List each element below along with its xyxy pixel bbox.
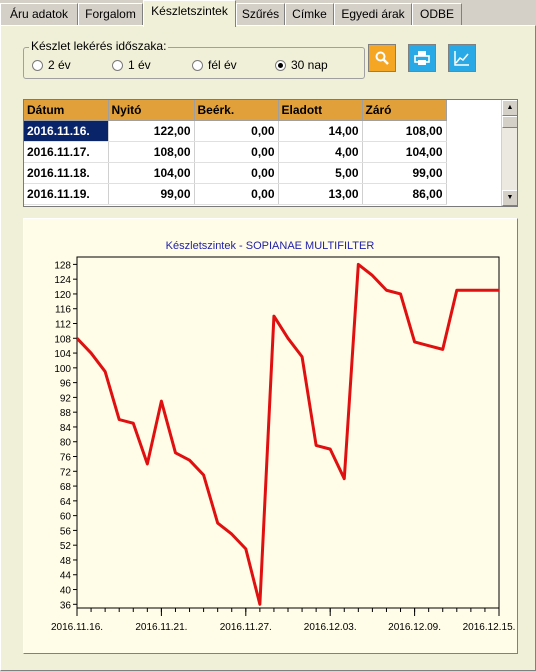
y-tick-label: 56	[60, 526, 72, 537]
scroll-down-arrow-icon[interactable]: ▼	[502, 190, 517, 206]
tab-egyedi-arak[interactable]: Egyedi árak	[334, 3, 412, 25]
radio-label: 2 év	[48, 58, 71, 72]
y-tick-label: 100	[54, 364, 71, 375]
tab-odbe[interactable]: ODBE	[412, 3, 462, 25]
table-cell[interactable]: 0,00	[194, 162, 279, 184]
radio-circle-selected[interactable]	[275, 59, 286, 71]
y-tick-label: 64	[60, 497, 72, 508]
table-cell[interactable]: 2016.11.18.	[24, 162, 109, 184]
period-group	[23, 47, 365, 79]
tab-szures[interactable]: Szűrés	[236, 3, 285, 25]
column-header-nyito[interactable]: Nyitó	[108, 100, 195, 121]
y-tick-label: 112	[55, 320, 71, 331]
print-button[interactable]	[408, 44, 436, 72]
y-tick-label: 116	[55, 305, 71, 316]
stock-chart-panel: Készletszintek - SOPIANAE MULTIFILTER 36…	[23, 218, 518, 654]
y-tick-label: 80	[60, 438, 72, 449]
radio-circle[interactable]	[112, 59, 123, 71]
table-cell[interactable]: 99,00	[108, 183, 195, 205]
table-cell[interactable]: 86,00	[362, 183, 447, 205]
column-header-datum[interactable]: Dátum	[24, 100, 109, 121]
table-cell[interactable]: 0,00	[194, 183, 279, 205]
table-cell[interactable]: 122,00	[108, 120, 195, 142]
table-cell[interactable]: 99,00	[362, 162, 447, 184]
tab-cimke[interactable]: Címke	[285, 3, 334, 25]
y-tick-label: 108	[54, 334, 71, 345]
table-cell[interactable]: 104,00	[108, 162, 195, 184]
table-cell[interactable]: 2016.11.17.	[24, 141, 109, 163]
plot-area	[76, 256, 500, 609]
x-tick-label: 2016.12.15.	[463, 622, 516, 633]
y-tick-label: 84	[60, 423, 72, 434]
table-row[interactable]: 2016.11.18. 104,00 0,00 5,00 99,00	[24, 162, 447, 184]
y-tick-label: 68	[60, 482, 72, 493]
tab-forgalom[interactable]: Forgalom	[78, 3, 143, 25]
y-tick-label: 88	[60, 408, 72, 419]
search-button[interactable]	[368, 44, 396, 72]
y-tick-label: 72	[60, 467, 72, 478]
x-tick-label: 2016.12.03.	[304, 622, 357, 633]
table-cell[interactable]: 2016.11.16.	[24, 120, 109, 142]
stock-chart: Készletszintek - SOPIANAE MULTIFILTER 36…	[51, 240, 516, 633]
stock-table-body: Dátum Nyitó Beérk. Eladott Záró 2016.11.…	[24, 100, 447, 205]
y-tick-label: 76	[60, 453, 72, 464]
radio-fel-ev[interactable]: fél év	[192, 57, 237, 73]
table-cell[interactable]: 4,00	[278, 141, 363, 163]
x-tick-label: 2016.11.21.	[135, 622, 187, 633]
table-cell[interactable]: 0,00	[194, 120, 279, 142]
y-tick-label: 124	[54, 275, 71, 286]
scroll-thumb[interactable]	[502, 116, 517, 128]
print-icon	[414, 51, 430, 65]
y-tick-label: 128	[54, 260, 71, 271]
x-tick-label: 2016.11.27.	[220, 622, 272, 633]
y-tick-label: 104	[54, 349, 71, 360]
radio-circle[interactable]	[192, 59, 203, 71]
period-group-title: Készlet lekérés időszaka:	[29, 39, 169, 53]
table-cell[interactable]: 2016.11.19.	[24, 183, 109, 205]
y-tick-label: 60	[60, 512, 72, 523]
table-cell[interactable]: 108,00	[362, 120, 447, 142]
stock-table: Dátum Nyitó Beérk. Eladott Záró 2016.11.…	[23, 99, 518, 207]
x-tick-label: 2016.11.16.	[51, 622, 103, 633]
radio-label: 30 nap	[291, 58, 328, 72]
chart-title: Készletszintek - SOPIANAE MULTIFILTER	[166, 240, 375, 252]
column-header-beerk[interactable]: Beérk.	[194, 100, 279, 121]
y-tick-label: 92	[60, 393, 72, 404]
chart-icon	[454, 51, 469, 66]
radio-2-ev[interactable]: 2 év	[32, 57, 71, 73]
chart-button[interactable]	[448, 44, 476, 72]
column-header-eladott[interactable]: Eladott	[278, 100, 363, 121]
radio-1-ev[interactable]: 1 év	[112, 57, 151, 73]
table-cell[interactable]: 104,00	[362, 141, 447, 163]
table-cell[interactable]: 13,00	[278, 183, 363, 205]
tab-keszletszintek[interactable]: Készletszintek	[143, 0, 236, 27]
table-row[interactable]: 2016.11.19. 99,00 0,00 13,00 86,00	[24, 183, 447, 205]
table-cell[interactable]: 14,00	[278, 120, 363, 142]
table-cell[interactable]: 5,00	[278, 162, 363, 184]
x-tick-label: 2016.12.09.	[388, 622, 441, 633]
tab-aru-adatok[interactable]: Áru adatok	[0, 3, 78, 25]
y-tick-label: 48	[60, 556, 72, 567]
radio-label: 1 év	[128, 58, 151, 72]
series-line	[75, 262, 499, 606]
table-cell[interactable]: 108,00	[108, 141, 195, 163]
y-tick-label: 36	[60, 600, 72, 611]
table-row[interactable]: 2016.11.16. 122,00 0,00 14,00 108,00	[24, 120, 447, 142]
y-tick-label: 40	[60, 586, 72, 597]
tab-bar: Áru adatok Forgalom Készletszintek Szűré…	[0, 0, 536, 27]
table-row[interactable]: 2016.11.17. 108,00 0,00 4,00 104,00	[24, 141, 447, 163]
y-tick-label: 52	[60, 541, 72, 552]
scroll-up-arrow-icon[interactable]: ▲	[502, 100, 517, 116]
radio-circle[interactable]	[32, 59, 43, 71]
radio-label: fél év	[208, 58, 237, 72]
y-tick-label: 120	[54, 290, 71, 301]
radio-30-nap[interactable]: 30 nap	[275, 57, 328, 73]
table-cell[interactable]: 0,00	[194, 141, 279, 163]
column-header-zaro[interactable]: Záró	[362, 100, 447, 121]
table-scrollbar[interactable]: ▲ ▼	[501, 100, 517, 206]
y-tick-label: 44	[60, 571, 72, 582]
search-icon	[375, 51, 389, 65]
y-tick-label: 96	[60, 379, 72, 390]
